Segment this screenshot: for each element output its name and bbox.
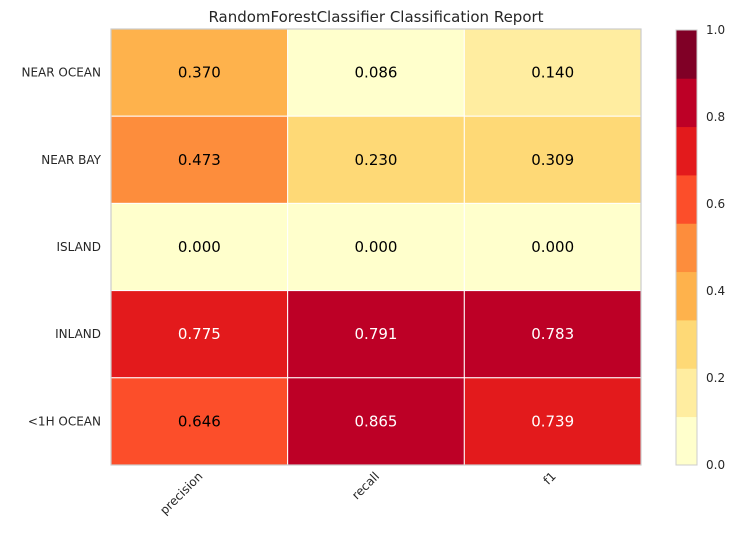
cell-value-label: 0.086 [355, 64, 398, 82]
colorbar-segment [676, 78, 697, 128]
cell-value-label: 0.000 [531, 238, 574, 256]
colorbar-segment [676, 223, 697, 273]
colorbar-segment [676, 30, 697, 79]
colorbar-frame [675, 29, 698, 466]
cell-value-label: 0.739 [531, 412, 574, 430]
colorbar-tick-label: 0.8 [706, 110, 725, 124]
column-tick-label: recall [349, 469, 382, 502]
colorbar-tick-label: 1.0 [706, 23, 725, 37]
colorbar-segment [676, 320, 697, 369]
colorbar-segment [676, 126, 697, 176]
column-tick-labels: precision recall f1 [157, 469, 559, 517]
cell-value-label: 0.309 [531, 151, 574, 169]
heatmap-cell [110, 28, 289, 117]
cell-value-label: 0.000 [355, 238, 398, 256]
colorbar-segment [676, 368, 697, 418]
heatmap-cell [463, 377, 642, 466]
heatmap-cell [110, 290, 289, 379]
row-tick-label: INLAND [55, 327, 101, 341]
cell-value-label: 0.775 [178, 325, 221, 343]
heatmap-cell [287, 115, 465, 204]
row-tick-label: <1H OCEAN [28, 414, 101, 428]
cell-value-label: 0.791 [355, 325, 398, 343]
heatmap-cell [110, 377, 289, 466]
heatmap-cell [287, 377, 465, 466]
plot-frame [110, 28, 642, 466]
cell-value-label: 0.783 [531, 325, 574, 343]
row-tick-labels: NEAR OCEAN NEAR BAY ISLAND INLAND <1H OCEAN [21, 66, 101, 429]
cell-value-label: 0.865 [355, 412, 398, 430]
colorbar-tick-label: 0.6 [706, 197, 725, 211]
heatmap-cell [463, 115, 642, 204]
heatmap-cell [287, 202, 465, 292]
colorbar-tick-label: 0.2 [706, 371, 725, 385]
colorbar-tick-label: 0.0 [706, 458, 725, 472]
colorbar-tick-label: 0.4 [706, 284, 725, 298]
column-tick-label: precision [157, 469, 205, 517]
colorbar: 0.0 0.2 0.4 0.6 0.8 1.0 [675, 23, 725, 472]
cell-value-label: 0.646 [178, 412, 221, 430]
heatmap-cell [110, 115, 289, 204]
heatmap-cells: 0.370 0.086 0.140 0.473 0.230 0.309 0.000 0.000… [110, 28, 642, 466]
cell-value-label: 0.000 [178, 238, 221, 256]
heatmap-cell [463, 290, 642, 379]
cell-value-label: 0.230 [355, 151, 398, 169]
column-tick-label: f1 [541, 469, 559, 487]
cell-value-label: 0.370 [178, 64, 221, 82]
colorbar-segment [676, 271, 697, 321]
colorbar-segment [676, 416, 697, 466]
row-tick-label: NEAR OCEAN [21, 66, 101, 80]
colorbar-segment [676, 175, 697, 224]
row-tick-label: ISLAND [56, 240, 101, 254]
cell-value-label: 0.140 [531, 64, 574, 82]
chart-title: RandomForestClassifier Classification Re… [208, 8, 543, 26]
row-tick-label: NEAR BAY [41, 153, 101, 167]
cell-value-label: 0.473 [178, 151, 221, 169]
heatmap-cell [287, 28, 465, 117]
